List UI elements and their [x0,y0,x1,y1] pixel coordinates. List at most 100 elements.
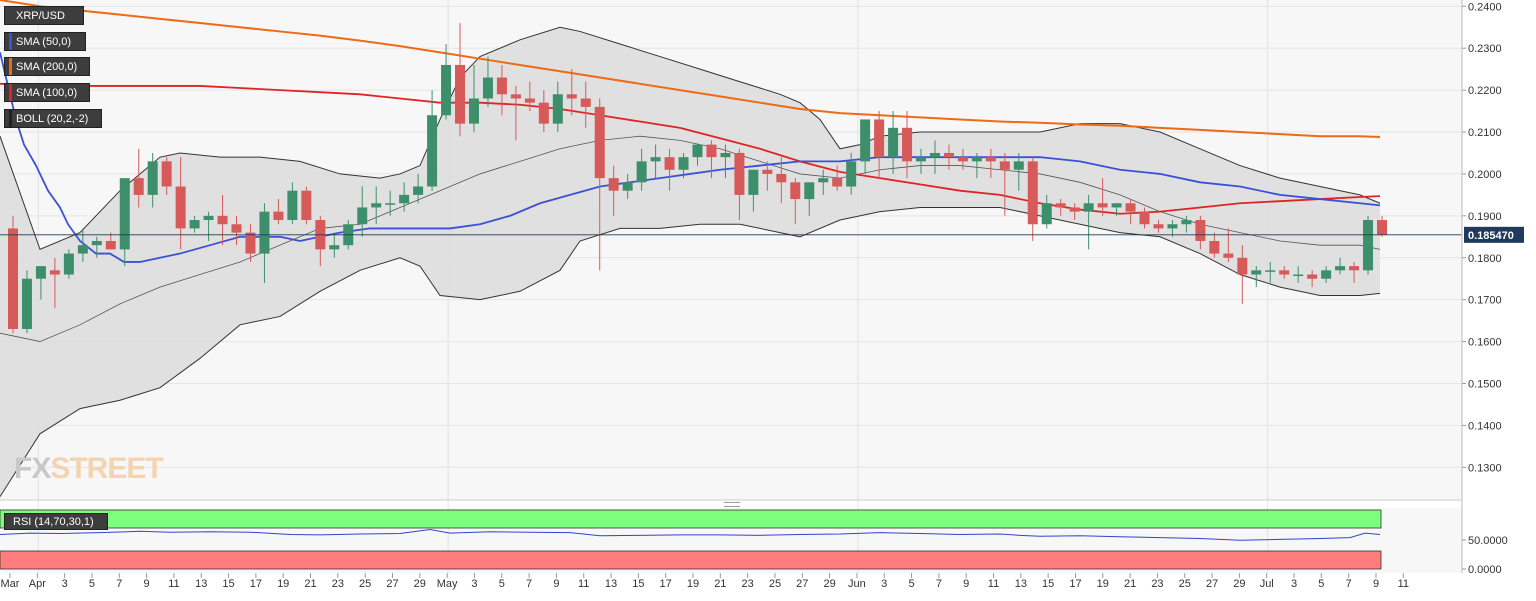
x-tick-label: 3 [1291,578,1297,590]
candle-up [692,144,703,158]
bollinger-fill [0,27,1380,497]
candle-down [1125,203,1136,212]
candle-up [888,127,899,158]
x-tick-label: 17 [1069,578,1081,590]
rsi-tick-label: 50.0000 [1468,535,1508,547]
candle-up [846,161,857,187]
legend-symbol-label: XRP/USD [16,9,65,22]
candle-down [985,157,996,162]
candle-down [133,178,144,195]
rsi-oversold-zone [0,550,1382,570]
candle-up [929,152,940,158]
candle-up [1041,203,1052,225]
candle-down [1027,161,1038,225]
last-price-label: 0.185470 [1468,230,1514,242]
x-tick-label: 27 [386,578,398,590]
legend-sma50[interactable]: SMA (50,0) [4,32,86,51]
legend-sma50-label: SMA (50,0) [16,35,72,48]
candle-down [776,173,787,183]
candlesticks [8,23,1387,334]
legend-sma200[interactable]: SMA (200,0) [4,57,90,76]
x-tick-label: 11 [988,578,999,590]
candle-down [231,224,242,233]
x-tick-label: May [437,578,458,590]
x-tick-label: 9 [553,578,559,590]
candle-up [357,207,368,225]
rsi-overbought-zone [0,509,1382,529]
candle-down [762,169,773,174]
legend-swatch [9,110,12,127]
candle-up [413,186,424,195]
x-tick-label: 29 [1233,578,1245,590]
candle-down [580,98,591,107]
candle-up [1335,266,1346,271]
x-tick-label: 13 [1015,578,1027,590]
legend-swatch [9,7,12,24]
candle-up [427,115,438,187]
x-tick-label: 9 [963,578,969,590]
candle-up [147,161,158,195]
candle-down [1279,270,1290,275]
y-tick-label: 0.2200 [1468,85,1502,97]
y-tick-label: 0.1300 [1468,462,1502,474]
candle-up [203,215,214,221]
candle-down [664,157,675,170]
x-tick-label: 15 [1042,578,1054,590]
candle-down [245,232,256,254]
y-tick-label: 0.1900 [1468,211,1502,223]
x-tick-label: 9 [144,578,150,590]
candle-up [77,245,88,254]
candle-down [1069,207,1080,212]
legend-swatch [9,58,12,75]
candle-up [1293,274,1304,277]
legend-boll[interactable]: BOLL (20,2,-2) [4,109,102,128]
pane-splitter-handle[interactable] [724,502,740,507]
candle-down [957,157,968,162]
x-tick-label: Mar [1,578,20,590]
candle-down [217,215,228,225]
candle-down [1237,257,1248,275]
last-price-line: 0.185470 [0,226,1524,243]
x-tick-label: 3 [62,578,68,590]
candle-down [999,161,1010,170]
candle-up [650,157,661,162]
legend-boll-label: BOLL (20,2,-2) [16,112,89,125]
candle-down [161,161,172,187]
candle-down [594,106,605,179]
candle-down [1223,253,1234,258]
candle-down [1139,211,1150,225]
x-tick-label: 29 [414,578,426,590]
x-tick-label: 11 [168,578,179,590]
legend-rsi[interactable]: RSI (14,70,30,1) [4,513,108,530]
legend-sma100-label: SMA (100,0) [16,86,78,99]
x-tick-label: 5 [1318,578,1324,590]
candle-up [441,64,452,116]
legend-sma100[interactable]: SMA (100,0) [4,83,90,102]
x-tick-label: 19 [1097,578,1109,590]
candle-up [35,266,46,279]
price-axis: 0.1300 0.1400 0.1500 0.1600 0.1700 0.1800 0.19… [0,0,1502,573]
legend-swatch [9,33,12,50]
candle-down [273,211,284,221]
candle-up [468,98,479,124]
candle-down [1097,203,1108,208]
legend-symbol[interactable]: XRP/USD [4,6,84,25]
candle-down [943,152,954,158]
candle-down [1153,224,1164,229]
y-tick-label: 0.1800 [1468,253,1502,265]
candle-down [1377,220,1387,235]
sma100-line [0,82,1381,215]
candle-up [804,182,815,200]
candle-up [622,182,633,191]
candle-up [1363,220,1374,271]
y-tick-label: 0.1700 [1468,295,1502,307]
x-tick-label: 15 [222,578,234,590]
legend-sma200-label: SMA (200,0) [16,60,78,73]
x-tick-label: 17 [660,578,672,590]
last-price-badge [1464,226,1524,243]
x-tick-label: 9 [1373,578,1379,590]
y-tick-label: 0.1400 [1468,420,1502,432]
rsi-line [0,528,1381,541]
rsi-tick-label: 0.0000 [1468,564,1502,576]
